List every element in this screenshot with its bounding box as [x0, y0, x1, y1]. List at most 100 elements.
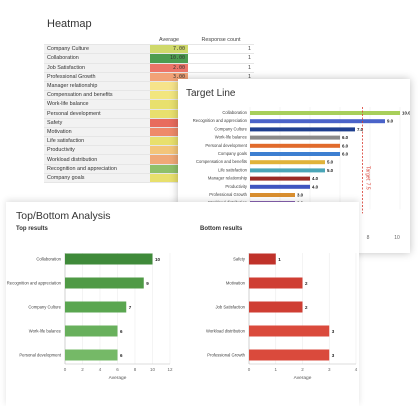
bar [249, 349, 330, 361]
bar [65, 325, 118, 337]
value-label: 7 [129, 305, 132, 310]
value-label: 5.0 [327, 160, 334, 165]
bar [250, 119, 385, 124]
category-label: Safety [233, 257, 246, 262]
value-label: 3 [332, 329, 335, 334]
bar [250, 143, 340, 148]
value-label: 7.0 [357, 127, 364, 132]
x-tick-label: 6 [116, 367, 119, 372]
heatmap-row-label: Productivity [44, 145, 150, 156]
target-label: Target: 7.5 [365, 166, 371, 190]
heatmap-row-label: Motivation [44, 127, 150, 138]
top-results-label: Top results [16, 226, 48, 232]
category-label: Company goals [218, 151, 247, 156]
heatmap-cell-average: 7.00 [150, 44, 188, 55]
value-label: 10.0 [402, 111, 410, 116]
heatmap-row: Professional Growth 3.00 1 [44, 72, 254, 82]
x-axis-title: Average [294, 375, 312, 381]
bar [249, 301, 303, 313]
heatmap-row-label: Work-life balance [44, 99, 150, 110]
bar [250, 135, 340, 140]
heatmap-cell-average [150, 127, 188, 138]
value-label: 9 [146, 281, 149, 286]
x-tick-label: 1 [274, 367, 277, 372]
target-line-title: Target Line [186, 88, 236, 99]
category-label: Professional Growth [207, 353, 245, 358]
category-label: Work-life balance [29, 329, 62, 334]
value-label: 4.0 [312, 176, 319, 181]
value-label: 4.0 [312, 184, 319, 189]
heatmap-cell-average [150, 81, 188, 92]
heatmap-header-average: Average [150, 36, 188, 46]
category-label: Work-life balance [215, 135, 248, 140]
heatmap-row: Company Culture 7.00 1 [44, 44, 254, 55]
category-label: Manager relationship [208, 176, 248, 181]
value-label: 9.0 [387, 119, 394, 124]
target-line-chart: Collaboration 10.0 Recognition and appreci… [193, 107, 410, 241]
bar [65, 349, 118, 361]
heatmap-row: Job Satisfaction 2.00 1 [44, 63, 254, 73]
bar [65, 277, 144, 289]
category-label: Recognition and appreciation [7, 281, 62, 286]
value-label: 1 [278, 257, 281, 262]
heatmap-row-label: Life satisfaction [44, 136, 150, 147]
heatmap-header-label [44, 36, 150, 46]
bar [249, 253, 276, 265]
bar [249, 325, 330, 337]
value-label: 2 [305, 281, 308, 286]
value-label: 2 [305, 305, 308, 310]
heatmap-card: Heatmap Average Response count Company C… [0, 0, 262, 190]
heatmap-cell-average: 3.00 [150, 72, 188, 82]
heatmap-cell-average [150, 109, 188, 119]
value-label: 6 [120, 353, 123, 358]
bar [250, 176, 310, 181]
category-label: Job Satisfaction [215, 305, 245, 310]
category-label: Recognition and appreciation [193, 118, 248, 123]
category-label: Personal development [19, 353, 62, 358]
bar [249, 277, 303, 289]
value-label: 6 [120, 329, 123, 334]
heatmap-row-label: Compensation and benefits [44, 90, 150, 101]
x-tick-label: 4 [99, 367, 102, 372]
heatmap-row-label: Workload distribution [44, 154, 150, 165]
value-label: 6.0 [342, 135, 349, 140]
heatmap-table: Average Response count Company Culture 7.… [44, 36, 254, 184]
category-label: Life satisfaction [218, 167, 248, 172]
x-tick-label: 2 [301, 367, 304, 372]
bottom-results-label: Bottom results [200, 226, 243, 232]
bar [250, 168, 325, 173]
heatmap-cell-average [150, 173, 188, 184]
value-label: 5.0 [327, 168, 334, 173]
heatmap-cell-average [150, 99, 188, 110]
x-tick-label: 3 [328, 367, 331, 372]
heatmap-title: Heatmap [47, 18, 92, 30]
category-label: Motivation [226, 281, 246, 286]
heatmap-cell-count: 1 [188, 44, 254, 55]
bar [250, 193, 295, 197]
heatmap-row-label: Safety [44, 118, 150, 128]
category-label: Company Culture [214, 126, 247, 131]
category-label: Company Culture [28, 305, 61, 310]
bar [250, 127, 355, 132]
value-label: 3 [332, 353, 335, 358]
x-tick-label: 0 [64, 367, 67, 372]
heatmap-cell-average [150, 118, 188, 128]
bar [250, 160, 325, 165]
heatmap-row: Collaboration 10.00 1 [44, 53, 254, 64]
bar [250, 184, 310, 189]
top-bottom-title: Top/Bottom Analysis [16, 210, 111, 222]
heatmap-header-row: Average Response count [44, 36, 254, 46]
heatmap-cell-average [150, 154, 188, 165]
heatmap-row-label: Personal development [44, 109, 150, 119]
value-label: 10 [155, 257, 161, 262]
heatmap-cell-count: 1 [188, 53, 254, 64]
x-tick-label: 0 [248, 367, 251, 372]
category-label: Workload distribution [206, 329, 246, 334]
heatmap-cell-average [150, 145, 188, 156]
value-label: 3.0 [297, 193, 304, 198]
heatmap-header-count: Response count [188, 36, 254, 46]
x-tick-label: 8 [134, 367, 137, 372]
heatmap-row-label: Recognition and appreciation [44, 164, 150, 174]
x-axis-title: Average [109, 375, 127, 381]
